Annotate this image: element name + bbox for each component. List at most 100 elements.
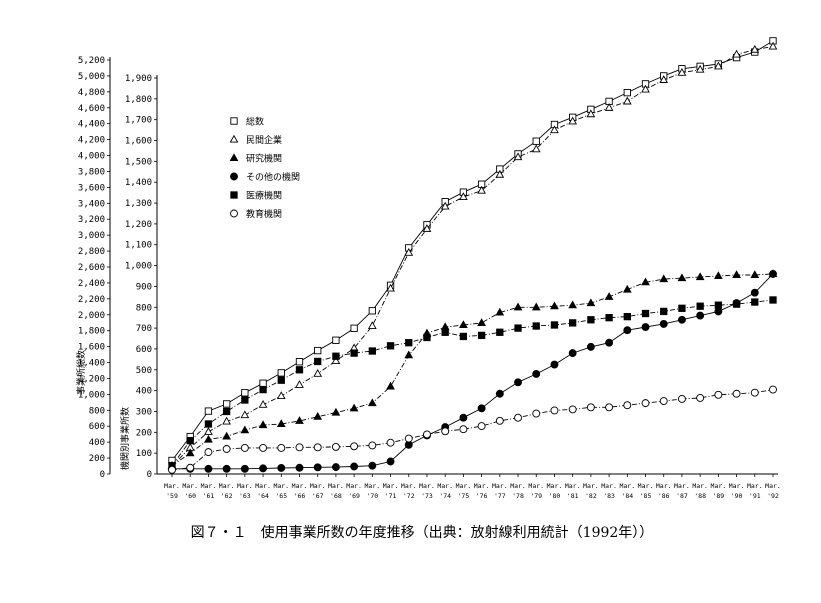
data-point	[259, 379, 267, 387]
data-point	[204, 434, 213, 443]
x-axis-tick-label-top: Mar.	[401, 482, 417, 490]
x-axis-tick-label: '76	[476, 492, 488, 500]
x-axis-tick-label-top: Mar.	[528, 482, 544, 490]
data-point	[386, 381, 395, 390]
data-point	[677, 395, 686, 403]
series-line	[172, 273, 774, 470]
x-axis-tick-label-top: Mar.	[583, 482, 599, 490]
x-axis-tick-label: '73	[421, 492, 433, 500]
data-point	[695, 64, 705, 73]
x-axis-tick-label: '68	[330, 492, 342, 500]
x-axis-tick-label: '71	[385, 492, 397, 500]
x-axis-tick-label: '88	[694, 492, 706, 500]
data-point	[258, 420, 268, 429]
data-point	[569, 319, 577, 327]
data-point	[586, 342, 595, 351]
data-point	[331, 407, 341, 416]
data-point	[295, 380, 304, 388]
data-point	[368, 461, 377, 470]
data-point	[222, 431, 232, 440]
legend-item: 教育機関	[230, 208, 282, 220]
left-axis-tick-label: 2,600	[78, 263, 105, 273]
x-axis-tick-label-top: Mar.	[437, 482, 453, 490]
data-point	[696, 302, 704, 310]
x-axis-tick-label: '60	[184, 492, 196, 500]
data-point	[677, 273, 687, 282]
x-axis-tick-label: '83	[603, 492, 615, 500]
data-point	[568, 300, 578, 309]
data-point	[404, 434, 413, 443]
data-point	[240, 443, 249, 452]
x-axis-tick-label: '89	[712, 492, 724, 500]
x-axis-tick-label: '75	[458, 492, 470, 500]
data-point	[750, 388, 759, 397]
data-point	[732, 270, 741, 279]
data-point	[367, 321, 377, 329]
legend-item: 医療機関	[230, 190, 282, 202]
data-point	[641, 399, 650, 408]
series-line	[171, 46, 774, 467]
data-point	[222, 445, 231, 453]
right-axis-tick-label: 1,300	[125, 199, 152, 209]
legend-item: 研究機関	[229, 153, 282, 165]
x-axis-tick-label-top: Mar.	[492, 482, 508, 490]
x-axis-tick-label: '61	[203, 492, 215, 500]
data-point	[405, 339, 413, 347]
series-line	[171, 389, 774, 471]
data-point	[641, 309, 650, 318]
data-point	[277, 443, 286, 452]
left-axis-tick-label: 4,200	[78, 136, 105, 146]
data-point	[714, 301, 723, 309]
x-axis-tick-label-top: Mar.	[674, 482, 690, 490]
data-point	[313, 463, 322, 472]
data-point	[659, 397, 668, 406]
data-point	[295, 463, 304, 472]
legend-item: 民間企業	[229, 134, 282, 146]
left-axis-tick-label: 2,000	[78, 311, 105, 321]
data-point	[295, 443, 304, 452]
data-point	[678, 304, 686, 312]
x-axis-tick-label-top: Mar.	[237, 482, 253, 490]
data-point	[732, 49, 741, 58]
right-axis-tick-label: 200	[136, 428, 152, 438]
left-axis-tick-label: 1,200	[78, 374, 105, 384]
x-axis-tick-label-top: Mar.	[328, 482, 344, 490]
data-point	[222, 416, 232, 425]
data-point	[677, 68, 687, 76]
right-axis-tick-label: 300	[136, 407, 152, 417]
x-axis-tick-label: '67	[312, 492, 324, 500]
x-axis-tick-label-top: Mar.	[310, 482, 326, 490]
data-point	[768, 41, 778, 50]
legend-item: その他の機関	[230, 171, 300, 183]
x-axis-tick-label: '77	[494, 492, 506, 500]
x-axis-tick-label: '65	[275, 492, 287, 500]
data-point	[204, 427, 213, 435]
legend-marker	[230, 172, 238, 181]
data-point	[532, 137, 540, 145]
legend-label: 民間企業	[246, 134, 282, 146]
x-axis-tick-label-top: Mar.	[747, 482, 763, 490]
data-point	[259, 385, 267, 394]
data-point	[732, 300, 741, 308]
x-axis-tick-label-top: Mar.	[365, 482, 381, 490]
legend-label: 教育機関	[246, 208, 282, 220]
left-axis-tick-label: 1,400	[78, 359, 105, 369]
data-point	[495, 169, 505, 178]
data-point	[368, 347, 376, 355]
figure-caption: 図７・１ 使用事業所数の年度推移（出典：放射線利用統計（1992年））	[191, 524, 654, 541]
data-point	[168, 465, 176, 474]
x-axis-tick-label-top: Mar.	[255, 482, 271, 490]
data-point	[604, 103, 614, 111]
data-point	[714, 390, 723, 399]
series-line	[171, 40, 774, 461]
data-point	[750, 288, 759, 297]
data-point	[240, 425, 250, 434]
data-point	[295, 358, 304, 366]
data-point	[459, 425, 468, 434]
data-point	[313, 411, 323, 420]
series-2	[167, 41, 778, 470]
x-axis-tick-label: '81	[567, 492, 579, 500]
x-axis-tick-label-top: Mar.	[601, 482, 617, 490]
left-axis-tick-label: 600	[89, 422, 105, 432]
